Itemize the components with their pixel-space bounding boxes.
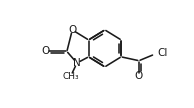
Text: Cl: Cl: [158, 48, 168, 58]
Text: O: O: [68, 25, 76, 35]
Text: O: O: [135, 71, 143, 81]
Text: CH₃: CH₃: [62, 72, 79, 81]
Text: O: O: [42, 46, 50, 56]
Text: N: N: [73, 58, 81, 68]
